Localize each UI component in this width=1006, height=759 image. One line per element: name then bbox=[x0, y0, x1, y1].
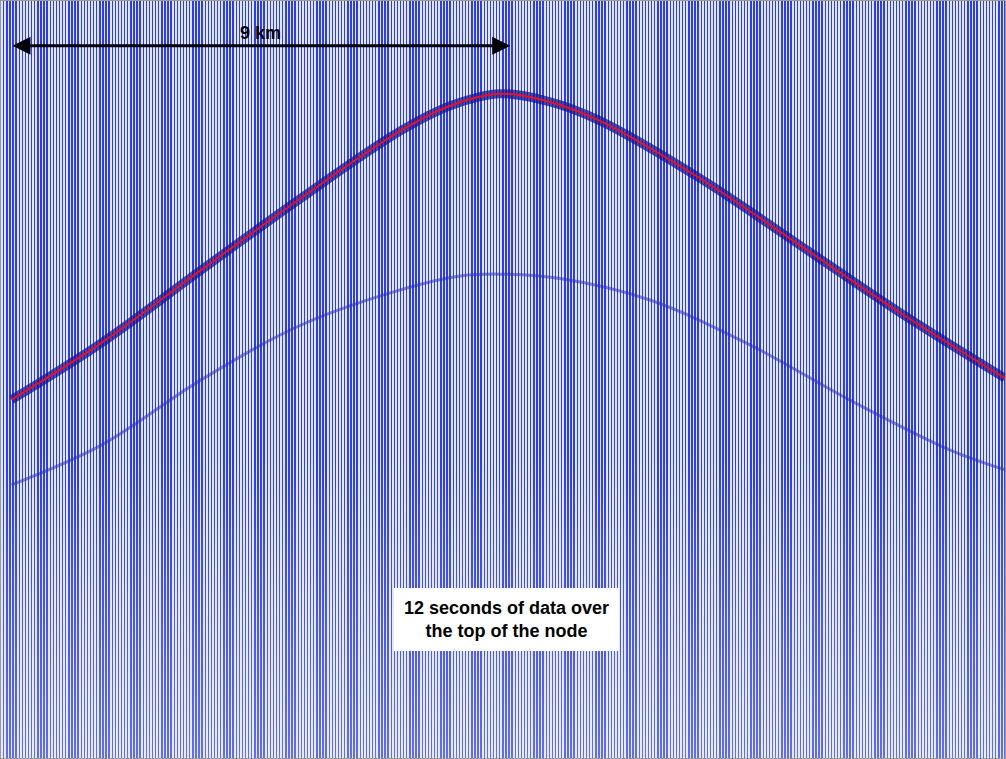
svg-text:9 km: 9 km bbox=[240, 23, 281, 43]
svg-text:12 seconds of data overthe top: 12 seconds of data overthe top of the no… bbox=[404, 598, 609, 641]
